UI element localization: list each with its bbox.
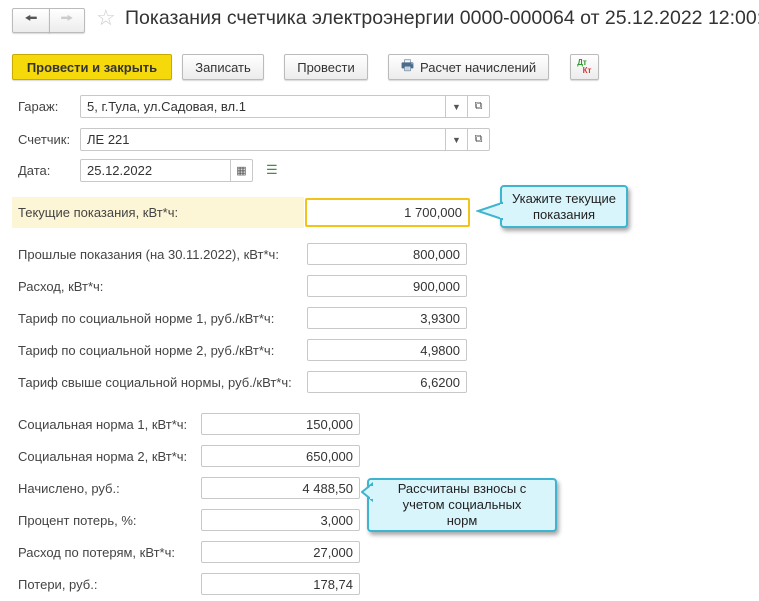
value-field[interactable]: 650,000 xyxy=(201,445,360,467)
meter-label: Счетчик: xyxy=(18,132,71,147)
kt-icon: Кт xyxy=(582,66,592,75)
value-field[interactable]: 3,000 xyxy=(201,509,360,531)
field-label: Процент потерь, %: xyxy=(18,513,137,528)
dropdown-button[interactable]: ▼ xyxy=(445,129,467,150)
value-field[interactable]: 150,000 xyxy=(201,413,360,435)
calendar-icon[interactable]: ▦ xyxy=(230,160,252,181)
star-icon[interactable]: ☆ xyxy=(96,5,116,30)
field-label: Тариф по социальной норме 1, руб./кВт*ч: xyxy=(18,311,275,326)
dt-icon: Дт xyxy=(577,58,587,67)
meter-field[interactable]: ЛЕ 221 ▼ ⧉ xyxy=(80,128,490,151)
field-label: Прошлые показания (на 30.11.2022), кВт*ч… xyxy=(18,247,279,262)
value-field[interactable]: 4,9800 xyxy=(307,339,467,361)
list-check-icon[interactable]: ☰ xyxy=(266,162,278,177)
callout-arrow xyxy=(476,201,504,221)
calc-charges-button[interactable]: 🖶 Расчет начислений xyxy=(388,54,549,80)
garage-field[interactable]: 5, г.Тула, ул.Садовая, вл.1 ▼ ⧉ xyxy=(80,95,490,118)
field-label: Потери, руб.: xyxy=(18,577,98,592)
field-label: Тариф по социальной норме 2, руб./кВт*ч: xyxy=(18,343,275,358)
field-label: Расход, кВт*ч: xyxy=(18,279,104,294)
meter-value: ЛЕ 221 xyxy=(87,132,130,147)
callout-charged: Рассчитаны взносы с учетом социальных но… xyxy=(367,478,557,532)
page-title: Показания счетчика электроэнергии 0000-0… xyxy=(125,7,759,29)
arrow-left-icon: 🠘 xyxy=(24,10,38,27)
post-button[interactable]: Провести xyxy=(284,54,368,80)
field-label: Социальная норма 2, кВт*ч: xyxy=(18,449,188,464)
dt-kt-button[interactable]: Дт Кт xyxy=(570,54,599,80)
callout-current: Укажите текущие показания xyxy=(500,185,628,228)
post-and-close-button[interactable]: Провести и закрыть xyxy=(12,54,172,80)
date-value: 25.12.2022 xyxy=(87,163,153,178)
open-icon[interactable]: ⧉ xyxy=(467,96,489,117)
save-button[interactable]: Записать xyxy=(182,54,264,80)
field-label: Расход по потерям, кВт*ч: xyxy=(18,545,175,560)
arrow-right-icon: 🠚 xyxy=(60,10,74,27)
current-reading-highlight xyxy=(12,197,304,228)
open-icon[interactable]: ⧉ xyxy=(467,129,489,150)
garage-label: Гараж: xyxy=(18,99,59,114)
field-label: Социальная норма 1, кВт*ч: xyxy=(18,417,188,432)
value-field[interactable]: 6,6200 xyxy=(307,371,467,393)
value-field[interactable]: 800,000 xyxy=(307,243,467,265)
field-label: Начислено, руб.: xyxy=(18,481,120,496)
date-field[interactable]: 25.12.2022 ▦ xyxy=(80,159,253,182)
value-field[interactable]: 3,9300 xyxy=(307,307,467,329)
back-button[interactable]: 🠘 xyxy=(12,8,50,33)
current-reading-field[interactable]: 1 700,000 xyxy=(305,198,470,227)
calc-charges-label: Расчет начислений xyxy=(420,59,537,75)
dropdown-button[interactable]: ▼ xyxy=(445,96,467,117)
garage-value: 5, г.Тула, ул.Садовая, вл.1 xyxy=(87,99,246,114)
value-field[interactable]: 4 488,50 xyxy=(201,477,360,499)
value-field[interactable]: 178,74 xyxy=(201,573,360,595)
field-label: Тариф свыше социальной нормы, руб./кВт*ч… xyxy=(18,375,292,390)
callout-arrow xyxy=(361,482,373,503)
printer-icon: 🖶 xyxy=(400,57,415,73)
forward-button[interactable]: 🠚 xyxy=(49,8,85,33)
value-field[interactable]: 27,000 xyxy=(201,541,360,563)
date-label: Дата: xyxy=(18,163,51,178)
current-reading-label: Текущие показания, кВт*ч: xyxy=(18,205,179,220)
value-field[interactable]: 900,000 xyxy=(307,275,467,297)
